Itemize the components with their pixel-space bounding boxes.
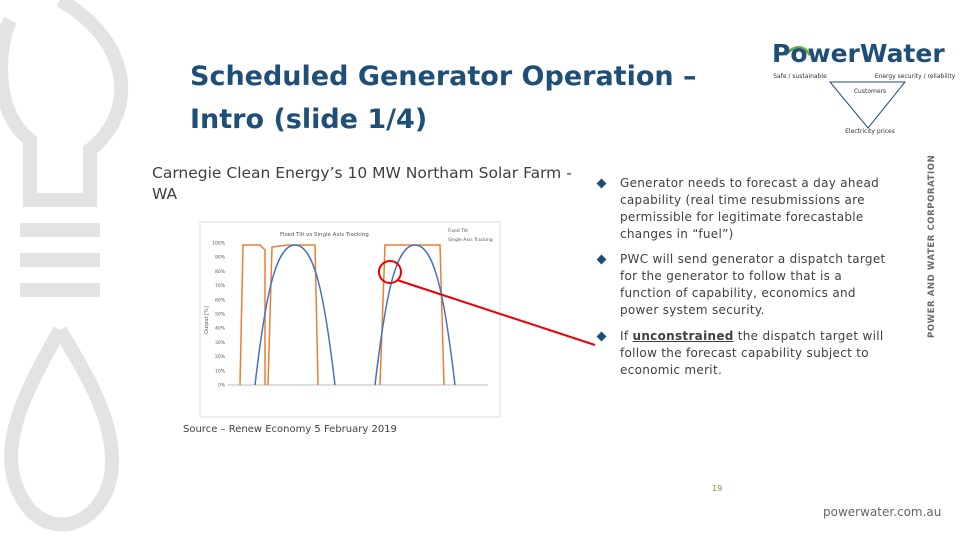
subtitle: Carnegie Clean Energy’s 10 MW Northam So…	[152, 164, 572, 203]
y-tick-label: 20%	[215, 354, 226, 360]
legend-entry: Fixed Tilt	[448, 228, 468, 234]
emphasis: unconstrained	[632, 329, 734, 343]
chart-title: Fixed Tilt vs Single Axis Tracking	[280, 232, 369, 238]
legend-entry: Single Axis Tracking	[448, 237, 493, 243]
y-tick-label: 30%	[215, 340, 226, 346]
y-tick-label: 40%	[215, 326, 226, 332]
logo-graphic	[783, 46, 907, 129]
fixed-curve	[254, 244, 456, 386]
logo-name: PowerWater	[772, 39, 945, 68]
title-line: Intro (slide 1/4)	[190, 104, 428, 135]
page-number: 19	[712, 484, 723, 493]
logo-label: Customers	[854, 88, 886, 95]
y-tick-label: 90%	[215, 255, 226, 261]
y-axis-label: Output [%]	[204, 306, 210, 334]
chart-figure	[199, 221, 596, 418]
source-note: Source – Renew Economy 5 February 2019	[183, 424, 397, 435]
y-tick-label: 70%	[215, 283, 226, 289]
y-tick-label: 50%	[215, 312, 226, 318]
logo-label: Electricity prices	[845, 128, 895, 135]
y-tick-label: 0%	[218, 383, 226, 389]
bullet-text: PWC will send generator a dispatch targe…	[620, 252, 886, 317]
bullet-text: If unconstrained the dispatch target wil…	[620, 328, 890, 379]
text: the dispatch target will follow the fore…	[620, 329, 884, 377]
bullet-text: Generator needs to forecast a day ahead …	[620, 176, 880, 241]
lightbulb-graphic	[0, 0, 129, 532]
logo-label: Energy security / reliability	[875, 73, 956, 80]
vertical-text: POWER AND WATER CORPORATION	[927, 154, 937, 338]
logo-label: Safe / sustainable	[773, 73, 827, 80]
pointer-line	[396, 279, 596, 346]
text: If	[620, 329, 633, 343]
title-line: Scheduled Generator Operation –	[190, 61, 697, 92]
y-tick-label: 100%	[212, 241, 226, 247]
y-tick-label: 10%	[215, 368, 226, 374]
title: Scheduled Generator Operation – Intro (sl…	[190, 55, 697, 141]
y-tick-label: 80%	[215, 269, 226, 275]
footer-url: powerwater.com.au	[823, 505, 942, 519]
y-tick-label: 60%	[215, 297, 226, 303]
highlight-circle	[378, 260, 402, 284]
